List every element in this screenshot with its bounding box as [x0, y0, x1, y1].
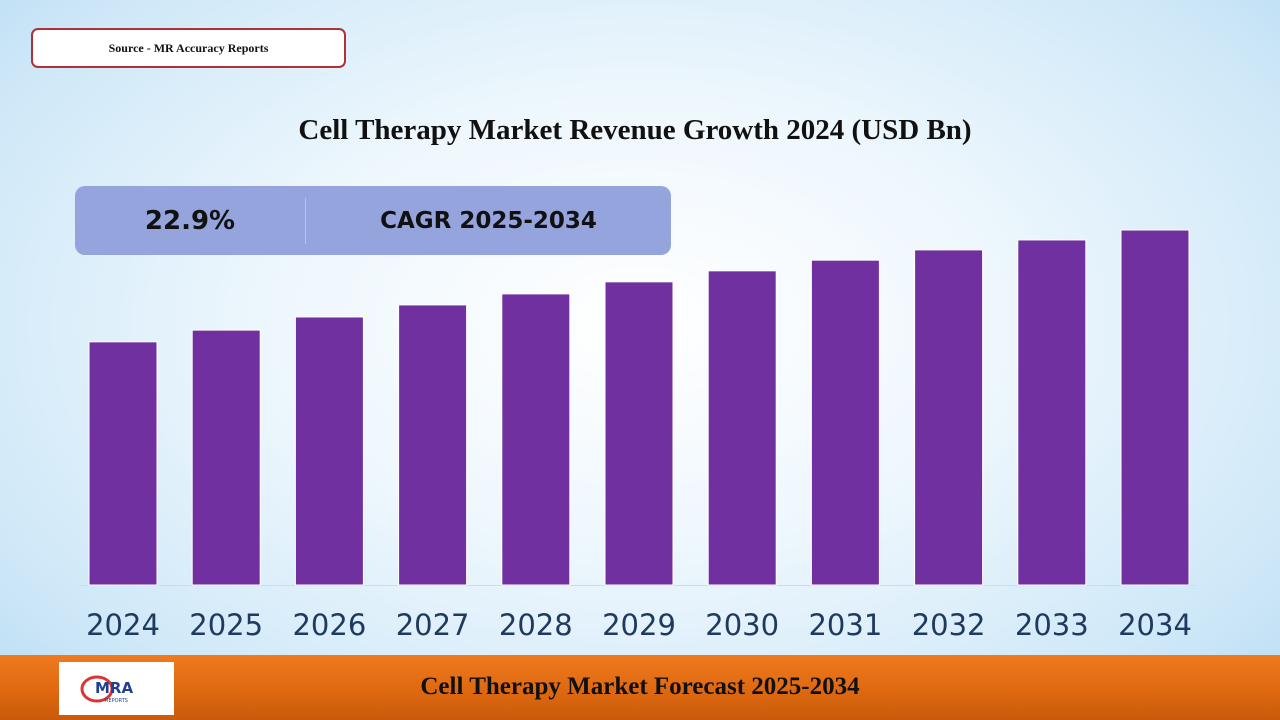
bar-2031 — [810, 259, 880, 586]
footer-bar — [0, 655, 1280, 720]
cagr-value: 22.9% — [144, 205, 236, 236]
bar-2026 — [294, 316, 364, 586]
footer-title: Cell Therapy Market Forecast 2025-2034 — [420, 673, 860, 700]
bar-2034 — [1120, 229, 1190, 586]
bar-2030 — [707, 270, 777, 586]
source-label: Source - MR Accuracy Reports — [31, 28, 346, 68]
svg-text:MRA: MRA — [95, 679, 133, 697]
x-tick-label: 2030 — [705, 608, 779, 642]
x-tick-label: 2034 — [1118, 608, 1192, 642]
x-tick-label: 2026 — [292, 608, 366, 642]
bar-chart: 2024 2025 2026 2027 2028 2029 2030 2031 2032 2033… — [80, 229, 1195, 642]
bar-2029 — [604, 281, 674, 586]
x-tick-label: 2025 — [189, 608, 263, 642]
bar-2033 — [1017, 239, 1087, 586]
x-tick-label: 2028 — [499, 608, 573, 642]
bar-2027 — [398, 304, 468, 586]
bar-2024 — [88, 341, 158, 586]
x-tick-label: 2032 — [912, 608, 986, 642]
x-tick-label: 2031 — [808, 608, 882, 642]
x-tick-label: 2029 — [602, 608, 676, 642]
bar-2025 — [191, 329, 261, 586]
bar-2028 — [501, 293, 571, 586]
x-tick-label: 2033 — [1015, 608, 1089, 642]
cagr-box: 22.9% CAGR 2025-2034 — [75, 186, 671, 255]
cagr-divider — [305, 197, 306, 244]
x-tick-label: 2024 — [86, 608, 160, 642]
chart-title: Cell Therapy Market Revenue Growth 2024 … — [298, 114, 972, 146]
svg-text:REPORTS: REPORTS — [105, 698, 128, 704]
bar-2032 — [914, 249, 984, 586]
x-tick-label: 2027 — [396, 608, 470, 642]
cagr-label: CAGR 2025-2034 — [380, 207, 597, 234]
mra-logo: MRA REPORTS — [59, 662, 174, 715]
